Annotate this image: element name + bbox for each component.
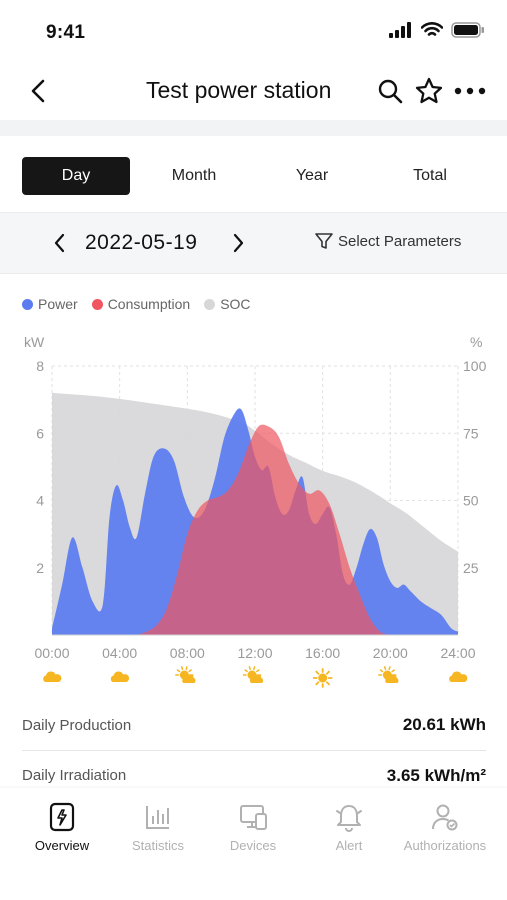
nav-item-label: Authorizations	[403, 838, 487, 853]
y-tick-right: 25	[463, 560, 479, 576]
wifi-icon	[421, 22, 443, 36]
summary-label: Daily Irradiation	[22, 767, 127, 784]
y-axis-left-unit: kW	[24, 334, 45, 350]
summary-list: Daily Production 20.61 kWh Daily Irradia…	[22, 700, 486, 800]
legend-dot-power	[22, 298, 33, 310]
authorizations-icon	[432, 804, 458, 831]
legend-power[interactable]: Power	[22, 296, 78, 312]
status-icons	[389, 22, 485, 38]
statistics-icon	[146, 806, 169, 829]
y-tick-left: 8	[36, 358, 44, 374]
tab-total[interactable]: Total	[413, 167, 447, 184]
nav-item-authorizations[interactable]: Authorizations	[395, 802, 495, 853]
status-time: 9:41	[46, 22, 86, 43]
legend-label-power: Power	[38, 296, 78, 312]
y-axis-right-unit: %	[470, 334, 482, 350]
devices-icon	[240, 805, 267, 830]
period-tabs: Day Month Year Total	[0, 136, 507, 212]
summary-row-irradiation: Daily Irradiation 3.65 kWh/m²	[22, 750, 486, 800]
y-tick-left: 2	[36, 560, 44, 576]
tab-day[interactable]: Day	[22, 157, 130, 195]
star-icon[interactable]	[414, 76, 444, 106]
x-tick-label: 08:00	[170, 645, 205, 661]
summary-row-production: Daily Production 20.61 kWh	[22, 700, 486, 750]
legend-dot-soc	[204, 298, 216, 310]
y-tick-left: 6	[36, 425, 44, 441]
nav-item-devices[interactable]: Devices	[203, 802, 303, 853]
x-tick-label: 24:00	[440, 645, 475, 661]
page-title: Test power station	[146, 77, 332, 103]
y-tick-right: 75	[463, 425, 479, 441]
battery-icon	[451, 22, 484, 38]
cloudy-icon	[43, 671, 62, 682]
y-tick-right: 50	[463, 493, 479, 509]
sunny-icon	[312, 668, 333, 688]
tab-year[interactable]: Year	[295, 167, 329, 184]
legend-label-consumption: Consumption	[107, 296, 191, 312]
summary-value: 3.65 kWh/m²	[386, 765, 486, 785]
summary-label: Daily Production	[22, 716, 132, 734]
legend-label-soc: SOC	[220, 296, 251, 312]
bottom-nav: Overview Statistics Devices Alert Au	[0, 788, 507, 900]
tab-month[interactable]: Month	[171, 167, 217, 184]
search-icon[interactable]	[376, 77, 404, 105]
nav-item-label: Overview	[34, 838, 90, 853]
nav-item-statistics[interactable]: Statistics	[108, 802, 208, 853]
chart-legend: Power Consumption SOC	[22, 296, 251, 312]
x-tick-label: 00:00	[34, 645, 69, 661]
cloudy-icon	[449, 671, 468, 682]
legend-dot-consumption	[91, 298, 103, 310]
partly-cloudy-icon	[378, 666, 399, 683]
date-selector: 2022-05-19 Select Parameters	[0, 212, 507, 274]
select-parameters-label: Select Parameters	[338, 232, 462, 250]
cloudy-icon	[110, 671, 130, 682]
x-tick-label: 12:00	[237, 645, 272, 661]
nav-item-label: Alert	[335, 838, 363, 853]
summary-value: 20.61 kWh	[402, 715, 486, 734]
energy-chart: kW% 8 6 4 2 100 75 50 25 00:00 04:00 08:00 12:00 16:0…	[0, 328, 507, 698]
current-date[interactable]: 2022-05-19	[85, 231, 198, 254]
select-parameters-button[interactable]: Select Parameters	[314, 231, 461, 251]
nav-item-label: Statistics	[131, 838, 184, 853]
y-tick-right: 100	[463, 358, 487, 374]
alert-icon	[336, 805, 362, 832]
nav-bar: Test power station	[0, 64, 507, 120]
section-divider	[0, 120, 507, 136]
series-area-consumption	[136, 424, 391, 635]
x-tick-label: 16:00	[305, 645, 340, 661]
nav-item-alert[interactable]: Alert	[299, 802, 399, 853]
back-icon[interactable]	[24, 76, 54, 106]
chevron-right-icon[interactable]	[226, 230, 250, 256]
x-tick-label: 04:00	[102, 645, 137, 661]
legend-soc[interactable]: SOC	[204, 296, 251, 312]
overview-icon	[49, 802, 75, 832]
nav-item-overview[interactable]: Overview	[12, 802, 112, 853]
status-bar: 9:41	[0, 0, 507, 64]
y-tick-left: 4	[36, 493, 44, 509]
more-icon[interactable]	[452, 76, 488, 106]
partly-cloudy-icon	[242, 666, 264, 683]
chevron-left-icon[interactable]	[48, 230, 72, 256]
signal-icon	[389, 22, 411, 38]
chart-svg: kW % 8 6 4 2 100 75 50 25 00:00 04:00 08:00 12:00 16:0…	[24, 334, 487, 688]
legend-consumption[interactable]: Consumption	[91, 296, 191, 312]
filter-icon	[315, 233, 333, 249]
x-tick-label: 20:00	[373, 645, 408, 661]
nav-item-label: Devices	[229, 838, 277, 853]
partly-cloudy-icon	[175, 666, 196, 683]
